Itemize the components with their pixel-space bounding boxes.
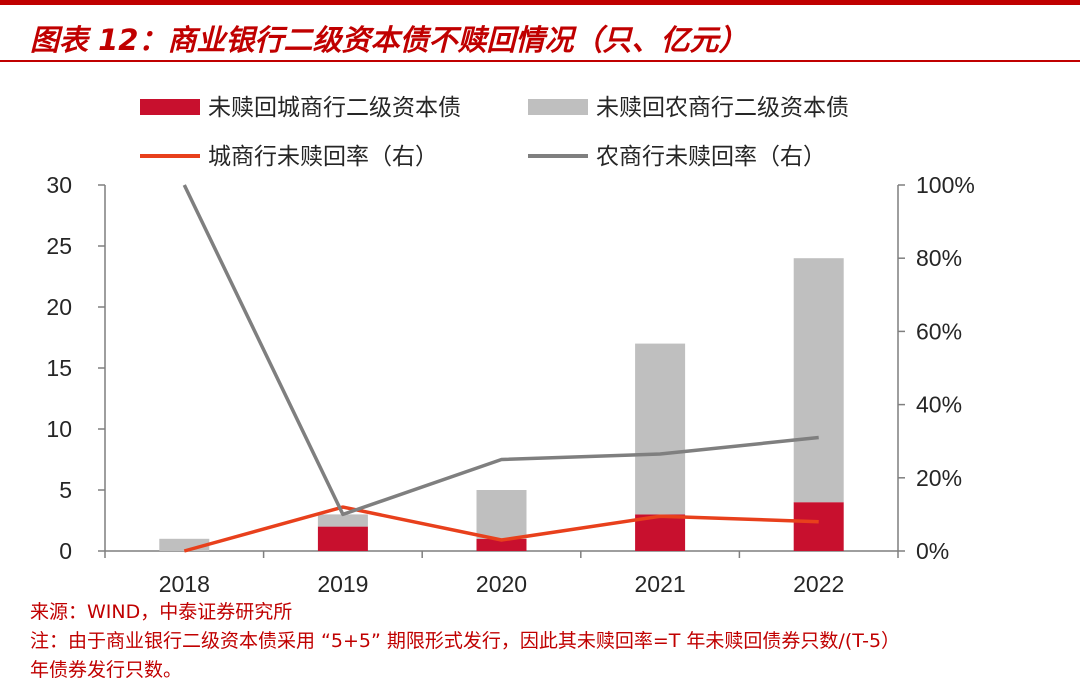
bar-rural-bank	[793, 258, 844, 503]
left-axis-tick-label: 20	[46, 294, 72, 320]
chart: 0 5 10 15 20 25 30 0% 20% 40% 60% 80% 100% 2018 2019 20…	[46, 95, 975, 596]
bar-city-bank	[793, 502, 844, 551]
right-axis-tick-label: 0%	[916, 538, 949, 564]
bar-city-bank	[476, 538, 527, 551]
x-axis-tick-label: 2019	[317, 571, 368, 596]
legend-label: 未赎回农商行二级资本债	[596, 95, 849, 121]
x-axis-tick-label: 2020	[476, 571, 527, 596]
left-axis-tick-label: 10	[46, 416, 72, 442]
footnote-line-2: 年债券发行只数。	[30, 659, 183, 681]
right-axis-tick-label: 60%	[916, 318, 962, 344]
bar-rural-bank	[635, 343, 686, 515]
right-axis-tick-label: 40%	[916, 392, 962, 418]
source-note: 来源：WIND，中泰证券研究所	[30, 601, 293, 623]
line-city-bank-rate	[183, 505, 819, 553]
left-axis-tick-label: 0	[59, 538, 72, 564]
left-axis-tick-label: 5	[59, 477, 72, 503]
footnote-line-1: 注：由于商业银行二级资本债采用 “5+5” 期限形式发行，因此其未赎回率=T 年…	[30, 630, 901, 652]
legend-swatch	[140, 99, 200, 115]
left-axis-tick-label: 25	[46, 233, 72, 259]
legend-label: 城商行未赎回率（右）	[208, 144, 438, 170]
legend-label: 未赎回城商行二级资本债	[208, 95, 461, 121]
x-axis-tick-label: 2018	[159, 571, 210, 596]
right-axis-tick-label: 80%	[916, 245, 962, 271]
legend-label: 农商行未赎回率（右）	[596, 144, 826, 170]
bar-city-bank	[635, 514, 686, 551]
line-rural-bank-rate	[182, 184, 819, 517]
right-axis-tick-label: 20%	[916, 465, 962, 491]
notes: 来源：WIND，中泰证券研究所 注：由于商业银行二级资本债采用 “5+5” 期限…	[30, 598, 1070, 685]
left-axis-tick-label: 15	[46, 355, 72, 381]
chart-title: 图表 12：商业银行二级资本债不赎回情况（只、亿元）	[30, 23, 748, 57]
left-axis-tick-label: 30	[46, 172, 72, 198]
x-axis-tick-label: 2022	[793, 571, 844, 596]
bar-rural-bank	[317, 514, 368, 527]
title-bar: 图表 12：商业银行二级资本债不赎回情况（只、亿元）	[0, 0, 1080, 62]
bar-rural-bank	[476, 490, 527, 539]
right-axis-tick-label: 100%	[916, 172, 975, 198]
bar-city-bank	[317, 526, 368, 551]
x-axis-tick-label: 2021	[635, 571, 686, 596]
legend-swatch	[528, 99, 588, 115]
